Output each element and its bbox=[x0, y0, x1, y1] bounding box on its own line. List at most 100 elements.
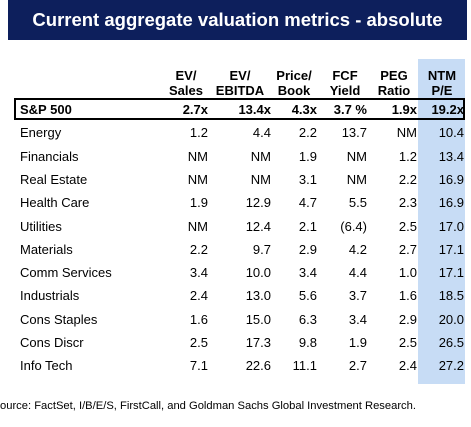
column-header: Price/Book bbox=[259, 68, 329, 98]
row-value: 2.2 bbox=[398, 171, 417, 187]
ntm-pe-highlight bbox=[418, 59, 465, 384]
row-value: 4.4 bbox=[252, 125, 271, 141]
row-value: 2.4 bbox=[398, 358, 417, 374]
row-value: NM bbox=[250, 148, 271, 164]
row-value: 1.9 bbox=[348, 335, 367, 350]
row-value: 12.9 bbox=[245, 195, 271, 211]
row-value: 2.5 bbox=[398, 218, 417, 234]
row-value: 13.4x bbox=[238, 102, 271, 117]
row-value: 4.3x bbox=[291, 102, 317, 117]
row-value: 3.7 % bbox=[333, 102, 367, 117]
table-row: Comm Services 3.4 10.0 3.4 4.4 1.0 17.1 bbox=[0, 262, 471, 284]
row-value: 1.9 bbox=[298, 148, 317, 164]
row-value: 1.9x bbox=[391, 102, 417, 117]
row-value: 4.2 bbox=[348, 241, 367, 257]
row-value: 17.0 bbox=[438, 218, 464, 234]
table-row: Materials 2.2 9.7 2.9 4.2 2.7 17.1 bbox=[0, 239, 471, 261]
row-label: Info Tech bbox=[20, 358, 73, 374]
row-value: 10.0 bbox=[245, 265, 271, 281]
row-value: 5.6 bbox=[298, 288, 317, 304]
row-value: 13.0 bbox=[245, 288, 271, 304]
row-value: NM bbox=[187, 148, 208, 164]
row-value: 1.2 bbox=[189, 125, 208, 141]
row-value: 3.4 bbox=[348, 311, 367, 327]
row-value: 7.1 bbox=[189, 358, 208, 374]
column-header: PEG Ratio bbox=[359, 68, 429, 98]
row-value: 3.7 bbox=[348, 288, 367, 304]
column-header-line1: EV/ bbox=[175, 68, 197, 83]
column-header-line2: P/E bbox=[431, 83, 453, 98]
row-value: 20.0 bbox=[438, 311, 464, 327]
row-value: 3.4 bbox=[189, 265, 208, 281]
row-value: 2.9 bbox=[298, 241, 317, 257]
table-row: Industrials 2.4 13.0 5.6 3.7 1.6 18.5 bbox=[0, 285, 471, 307]
row-value: 2.4 bbox=[189, 288, 208, 304]
row-value: 9.7 bbox=[252, 241, 271, 257]
row-value: NM bbox=[346, 148, 367, 164]
row-value: NM bbox=[187, 171, 208, 187]
row-label: Comm Services bbox=[20, 265, 112, 281]
row-value: 2.7 bbox=[398, 241, 417, 257]
table-row: Health Care 1.9 12.9 4.7 5.5 2.3 16.9 bbox=[0, 192, 471, 214]
row-value: 26.5 bbox=[438, 335, 464, 350]
row-value: 2.2 bbox=[298, 125, 317, 141]
row-value: (6.4) bbox=[340, 218, 367, 234]
row-value: 5.5 bbox=[348, 195, 367, 211]
row-label: Utilities bbox=[20, 218, 62, 234]
row-value: 10.4 bbox=[438, 125, 464, 141]
column-header: FCF Yield bbox=[310, 68, 380, 98]
column-header-line1: Price/ bbox=[276, 68, 312, 83]
row-value: 3.4 bbox=[298, 265, 317, 281]
table-row: Financials NM NM 1.9 NM 1.2 13.4 bbox=[0, 146, 471, 168]
row-value: 17.1 bbox=[438, 265, 464, 281]
table-row: Cons Staples 1.6 15.0 6.3 3.4 2.9 20.0 bbox=[0, 309, 471, 331]
row-label: Cons Staples bbox=[20, 311, 98, 327]
row-label: Industrials bbox=[20, 288, 80, 304]
row-value: 15.0 bbox=[245, 311, 271, 327]
column-header-line2: EBITDA bbox=[215, 83, 265, 98]
row-value: 1.6 bbox=[189, 311, 208, 327]
row-label: Cons Discr bbox=[20, 335, 84, 350]
row-value: 12.4 bbox=[245, 218, 271, 234]
row-value: 17.3 bbox=[245, 335, 271, 350]
row-value: 18.5 bbox=[438, 288, 464, 304]
table-title: Current aggregate valuation metrics - ab… bbox=[32, 9, 443, 30]
table-row: Info Tech 7.1 22.6 11.1 2.7 2.4 27.2 bbox=[0, 355, 471, 377]
row-value: 27.2 bbox=[438, 358, 464, 374]
row-value: NM bbox=[396, 125, 417, 141]
row-value: 2.7 bbox=[348, 358, 367, 374]
row-value: 3.1 bbox=[298, 171, 317, 187]
row-value: 2.5 bbox=[189, 335, 208, 350]
row-value: NM bbox=[250, 171, 271, 187]
row-value: 2.9 bbox=[398, 311, 417, 327]
table-title-banner: Current aggregate valuation metrics - ab… bbox=[8, 0, 467, 40]
row-value: 16.9 bbox=[438, 171, 464, 187]
row-value: 2.1 bbox=[298, 218, 317, 234]
row-value: 22.6 bbox=[245, 358, 271, 374]
row-value: 13.4 bbox=[438, 148, 464, 164]
row-value: 9.8 bbox=[298, 335, 317, 350]
row-label: Energy bbox=[20, 125, 62, 141]
row-value: 1.2 bbox=[398, 148, 417, 164]
column-header-line2: Sales bbox=[169, 83, 203, 98]
column-header: EV/EBITDA bbox=[205, 68, 275, 98]
row-value: NM bbox=[346, 171, 367, 187]
table-row: Real Estate NM NM 3.1 NM 2.2 16.9 bbox=[0, 169, 471, 191]
row-value: 2.2 bbox=[189, 241, 208, 257]
table-row: S&P 500 2.7x 13.4x 4.3x 3.7 % 1.9x 19.2x bbox=[0, 99, 471, 121]
row-value: 4.7 bbox=[298, 195, 317, 211]
table-row: Cons Discr 2.5 17.3 9.8 1.9 2.5 26.5 bbox=[0, 332, 471, 354]
column-header: NTM P/E bbox=[407, 68, 471, 98]
row-value: 2.5 bbox=[398, 335, 417, 350]
table-row: Energy 1.2 4.4 2.2 13.7 NM 10.4 bbox=[0, 122, 471, 144]
row-label: Real Estate bbox=[20, 171, 88, 187]
column-header-line1: NTM bbox=[427, 68, 457, 83]
row-value: NM bbox=[187, 218, 208, 234]
column-header-line1: EV/ bbox=[229, 68, 251, 83]
row-value: 4.4 bbox=[348, 265, 367, 281]
row-value: 19.2x bbox=[431, 102, 464, 117]
row-value: 2.7x bbox=[182, 102, 208, 117]
column-header-line2: Yield bbox=[329, 83, 361, 98]
column-header-line2: Ratio bbox=[377, 83, 411, 98]
row-value: 11.1 bbox=[292, 358, 317, 374]
